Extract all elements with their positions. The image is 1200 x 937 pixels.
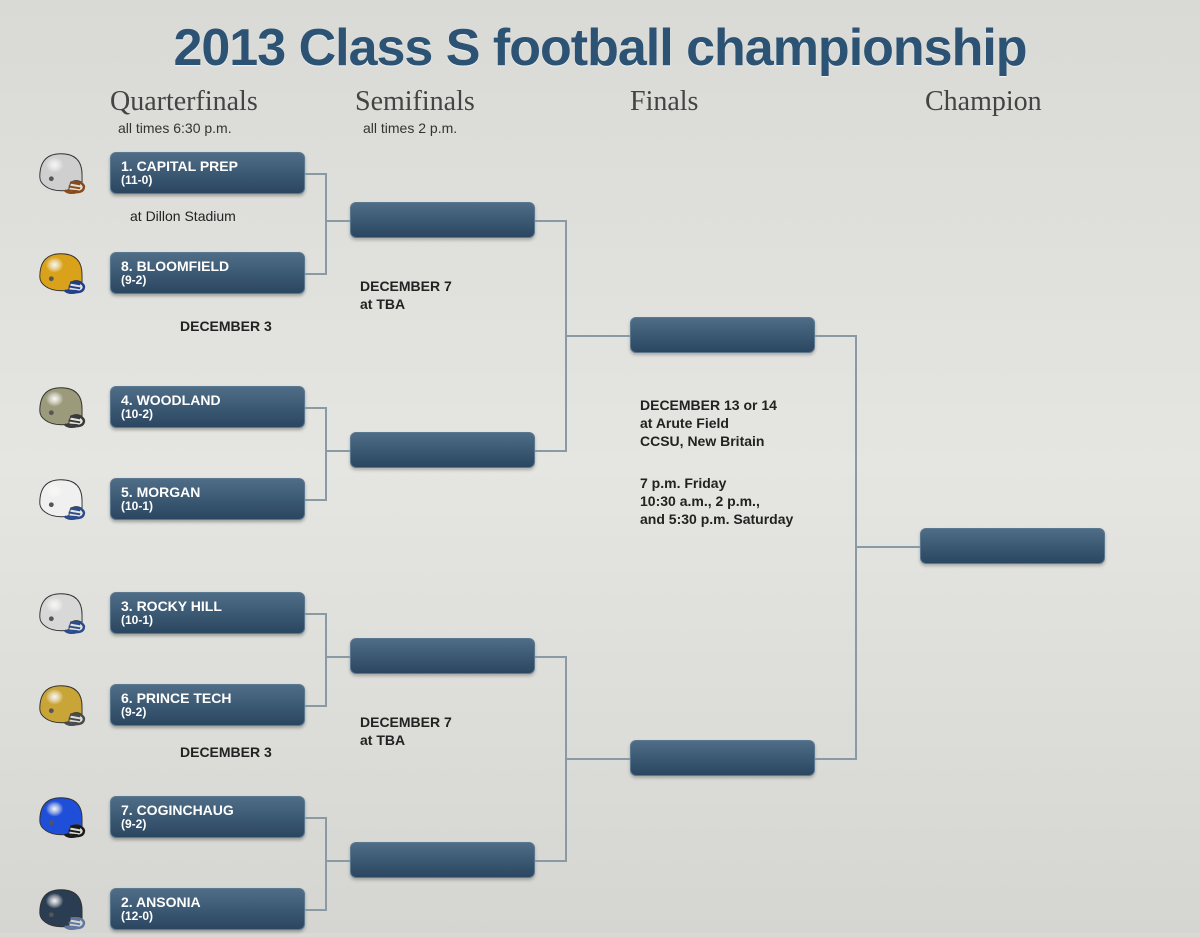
round-name-champion: Champion [925, 86, 1160, 118]
round-subtime-qf: all times 6:30 p.m. [118, 120, 345, 136]
bracket-label: DECEMBER 13 or 14 [640, 397, 777, 415]
bracket-canvas: 1. CAPITAL PREP (11-0) 8. BLOOMFIELD (9-… [0, 140, 1200, 900]
team-record: (9-2) [121, 818, 296, 832]
round-name-finals: Finals [630, 86, 865, 118]
semifinal-slot [350, 202, 535, 238]
team-seed-name: 1. CAPITAL PREP [121, 158, 296, 174]
round-header-champion: Champion [865, 86, 1160, 136]
bracket-line [325, 450, 350, 452]
bracket-label: 10:30 a.m., 2 p.m., [640, 493, 760, 511]
bracket-label: at Arute Field [640, 415, 729, 433]
bracket-line [305, 705, 325, 707]
bracket-label: CCSU, New Britain [640, 433, 764, 451]
final-slot [630, 317, 815, 353]
bracket-label: 7 p.m. Friday [640, 475, 726, 493]
team-seed-name: 2. ANSONIA [121, 894, 296, 910]
team-seed-name: 6. PRINCE TECH [121, 690, 296, 706]
round-name-sf: Semifinals [355, 86, 590, 118]
team-box: 4. WOODLAND (10-2) [110, 386, 305, 428]
team-record: (10-2) [121, 408, 296, 422]
round-header-qf: Quarterfinals all times 6:30 p.m. [40, 86, 345, 136]
team-box: 6. PRINCE TECH (9-2) [110, 684, 305, 726]
bracket-line [305, 909, 325, 911]
helmet-icon [30, 680, 88, 728]
team-seed-name: 3. ROCKY HILL [121, 598, 296, 614]
team-record: (10-1) [121, 500, 296, 514]
team-seed-name: 8. BLOOMFIELD [121, 258, 296, 274]
bracket-line [325, 656, 350, 658]
bracket-label: and 5:30 p.m. Saturday [640, 511, 793, 529]
helmet-icon [30, 588, 88, 636]
bracket-line [815, 758, 855, 760]
round-name-qf: Quarterfinals [110, 86, 345, 118]
semifinal-slot [350, 842, 535, 878]
bracket-label: DECEMBER 3 [180, 744, 272, 762]
round-header-sf: Semifinals all times 2 p.m. [345, 86, 590, 136]
team-box: 7. COGINCHAUG (9-2) [110, 796, 305, 838]
helmet-icon [30, 884, 88, 932]
bracket-line [305, 273, 325, 275]
helmet-icon [30, 474, 88, 522]
team-record: (11-0) [121, 174, 296, 188]
champion-slot [920, 528, 1105, 564]
team-box: 3. ROCKY HILL (10-1) [110, 592, 305, 634]
bracket-line [325, 173, 327, 275]
helmet-icon [30, 248, 88, 296]
team-box: 1. CAPITAL PREP (11-0) [110, 152, 305, 194]
round-subtime-sf: all times 2 p.m. [363, 120, 590, 136]
team-record: (9-2) [121, 274, 296, 288]
bracket-line [855, 546, 920, 548]
team-seed-name: 4. WOODLAND [121, 392, 296, 408]
bracket-line [325, 220, 350, 222]
bracket-line [565, 758, 630, 760]
bracket-line [815, 335, 855, 337]
team-box: 5. MORGAN (10-1) [110, 478, 305, 520]
team-box: 8. BLOOMFIELD (9-2) [110, 252, 305, 294]
bracket-line [535, 450, 565, 452]
bracket-label: DECEMBER 7 at TBA [360, 714, 452, 749]
team-record: (10-1) [121, 614, 296, 628]
bracket-line [565, 335, 630, 337]
helmet-icon [30, 382, 88, 430]
bracket-line [305, 407, 325, 409]
team-record: (9-2) [121, 706, 296, 720]
bracket-line [305, 613, 325, 615]
bracket-label: DECEMBER 7 at TBA [360, 278, 452, 313]
bracket-line [325, 817, 327, 911]
bracket-line [305, 817, 325, 819]
bracket-label: at Dillon Stadium [130, 208, 236, 226]
team-record: (12-0) [121, 910, 296, 924]
bracket-line [305, 173, 325, 175]
bracket-label: DECEMBER 3 [180, 318, 272, 336]
bracket-line [325, 613, 327, 707]
helmet-icon [30, 148, 88, 196]
helmet-icon [30, 792, 88, 840]
semifinal-slot [350, 638, 535, 674]
team-seed-name: 5. MORGAN [121, 484, 296, 500]
team-box: 2. ANSONIA (12-0) [110, 888, 305, 930]
bracket-line [535, 220, 565, 222]
bracket-line [535, 656, 565, 658]
bracket-line [535, 860, 565, 862]
page-title: 2013 Class S football championship [0, 0, 1200, 86]
bracket-line [325, 407, 327, 501]
round-header-finals: Finals [590, 86, 865, 136]
round-headers: Quarterfinals all times 6:30 p.m. Semifi… [0, 86, 1200, 136]
bracket-line [325, 860, 350, 862]
team-seed-name: 7. COGINCHAUG [121, 802, 296, 818]
final-slot [630, 740, 815, 776]
semifinal-slot [350, 432, 535, 468]
bracket-line [305, 499, 325, 501]
